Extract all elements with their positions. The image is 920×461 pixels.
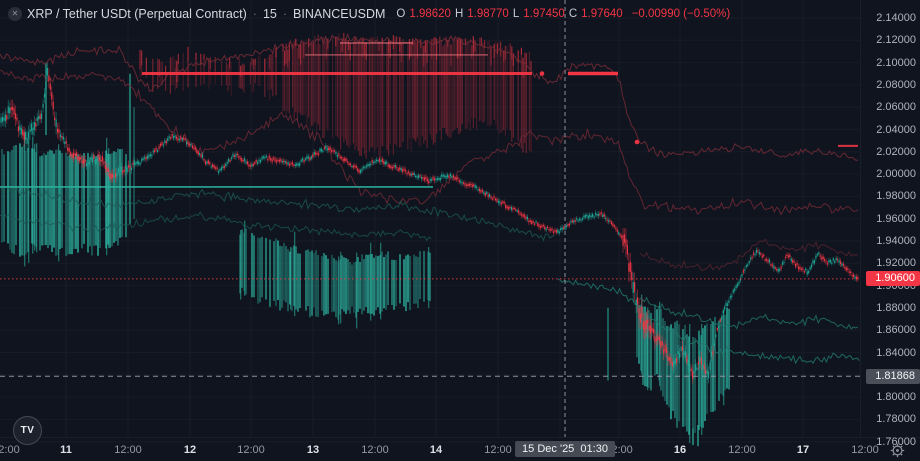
indicator-lines: [0, 32, 860, 365]
price-axis-label: 1.94000: [876, 235, 916, 247]
price-axis-label: 1.84000: [876, 346, 916, 359]
gear-icon: [890, 443, 905, 458]
indicator-line-teal-mid-2: [0, 211, 432, 242]
indicator-line-teal-mid-1: [0, 186, 555, 242]
price-axis-label: 1.76000: [876, 435, 916, 448]
indicator-line-red-lower: [0, 69, 859, 216]
price-axis-label: 1.92000: [876, 257, 916, 270]
time-axis-label: 12: [183, 444, 197, 456]
red-signal-mass: [139, 32, 532, 159]
crosshair-time-badge: 15 Dec '25 01:30: [515, 441, 615, 457]
price-axis-label: 1.78000: [876, 413, 916, 426]
ohlc-readout: O 1.98620 H 1.98770 L 1.97450 C 1.97640: [396, 8, 622, 20]
price-axis-label: 1.88000: [876, 301, 916, 314]
symbol-title[interactable]: XRP / Tether USDt (Perpetual Contract): [27, 7, 247, 21]
crosshair-price-badge: 1.81868: [866, 368, 920, 384]
legend-separator: ·: [252, 7, 257, 21]
indicator-line-red-right-low: [639, 238, 858, 272]
tradingview-logo[interactable]: TV: [13, 416, 42, 445]
time-axis-label: 11: [60, 444, 72, 456]
level-segments: [0, 42, 858, 188]
axis-settings-gear-icon[interactable]: [890, 443, 905, 458]
time-axis-label: 17: [796, 444, 810, 456]
time-axis-label: 12:00: [484, 444, 512, 456]
low-value: 1.97450: [523, 8, 565, 20]
legend-separator: ·: [282, 7, 288, 21]
price-axis-label: 1.80000: [876, 391, 916, 404]
time-axis[interactable]: 2:00 11 12:00 12 12:00 13 12:00 14 12:00 12:00 16 1…: [0, 437, 920, 461]
price-axis-label: 2.02000: [876, 145, 916, 158]
change-value: −0.00990 (−0.50%): [631, 8, 731, 20]
marker-dots: [539, 71, 640, 145]
price-axis-label: 1.98000: [876, 190, 916, 203]
price-axis-label: 2.10000: [876, 56, 916, 69]
price-axis-label: 2.14000: [876, 12, 916, 24]
time-axis-label: 12:00: [728, 444, 756, 456]
exchange-label[interactable]: BINANCEUSDM: [293, 7, 386, 21]
low-label: L: [512, 8, 520, 20]
time-axis-label: 12:00: [851, 444, 879, 456]
time-axis-label: 16: [673, 444, 687, 456]
chart-legend: ✕ XRP / Tether USDt (Perpetual Contract)…: [8, 7, 730, 21]
time-axis-label: 2:00: [0, 444, 20, 456]
candles-layer: [0, 62, 859, 384]
price-axis-label: 2.00000: [876, 168, 916, 181]
close-value: 1.97640: [581, 8, 623, 20]
time-axis-label: 12:00: [237, 444, 265, 456]
open-value: 1.98620: [409, 8, 451, 20]
time-axis-label: 12:00: [114, 444, 142, 456]
close-label: C: [568, 8, 578, 20]
indicator-line-teal-right-up: [639, 296, 859, 330]
price-axis-label: 2.04000: [876, 123, 916, 136]
last-price-badge: 1.90600: [866, 271, 920, 287]
price-axis-label: 1.86000: [876, 324, 916, 337]
time-axis-label: 12:00: [361, 444, 389, 456]
time-axis-label: 13: [306, 444, 320, 456]
high-value: 1.98770: [467, 8, 509, 20]
indicator-line-red-upper: [0, 32, 859, 161]
interval-label[interactable]: 15: [262, 7, 277, 21]
price-axis-label: 2.08000: [876, 78, 916, 91]
symbol-logo-icon: ✕: [8, 7, 22, 21]
price-axis-label: 1.96000: [876, 212, 916, 225]
price-axis-label: 2.06000: [876, 101, 916, 114]
crosshair: [0, 0, 860, 437]
time-axis-label: 14: [429, 444, 443, 456]
high-label: H: [454, 8, 464, 20]
price-axis-label: 2.12000: [876, 34, 916, 47]
price-axis[interactable]: 2.14000 2.12000 2.10000 2.08000 2.06000 2.040…: [860, 0, 920, 448]
open-label: O: [396, 8, 406, 20]
indicator-line-teal-right-low: [557, 278, 860, 365]
